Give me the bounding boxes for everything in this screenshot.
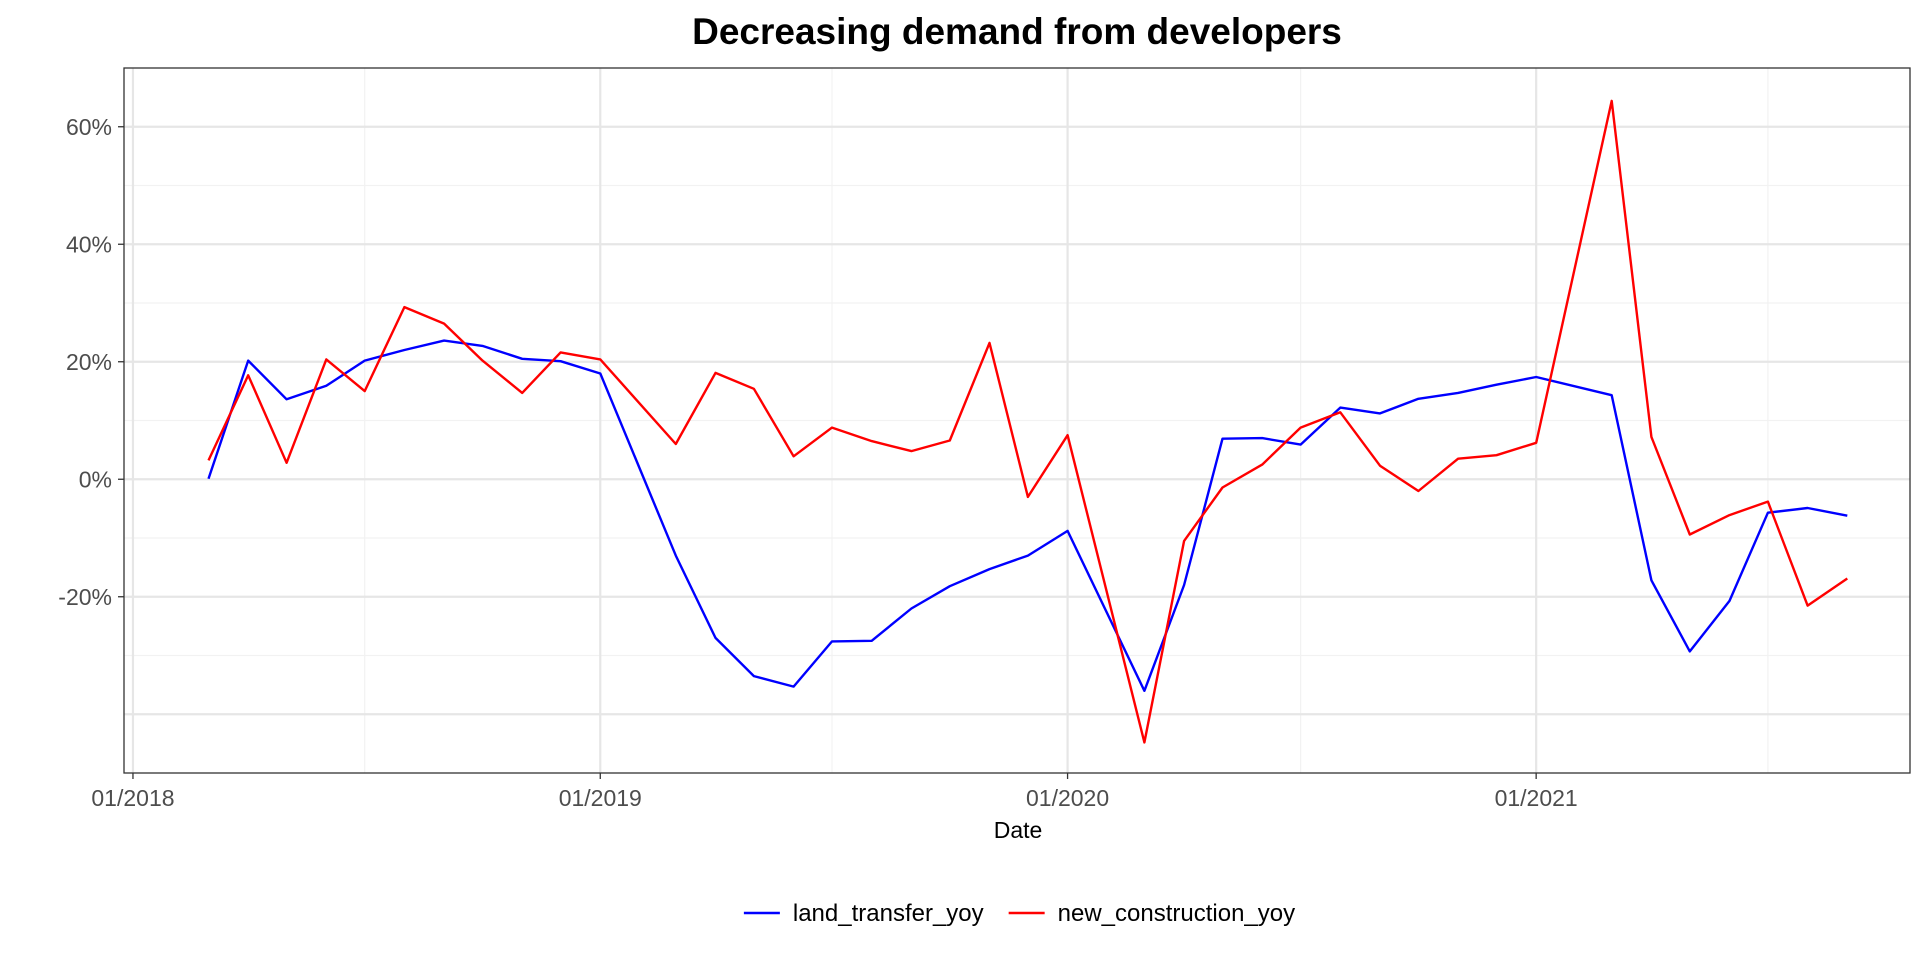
- x-axis-title: Date: [994, 817, 1043, 843]
- y-tick-label: 40%: [66, 231, 112, 257]
- series-line-new_construction_yoy: [207, 99, 1848, 744]
- series-line-land_transfer_yoy: [207, 339, 1848, 692]
- x-tick-label: 01/2019: [559, 785, 642, 811]
- y-tick-label: -20%: [58, 584, 112, 610]
- x-tick-label: 01/2020: [1026, 785, 1109, 811]
- chart-title: Decreasing demand from developers: [692, 11, 1342, 52]
- x-tick-label: 01/2021: [1495, 785, 1578, 811]
- x-tick-label: 01/2018: [91, 785, 174, 811]
- y-tick-label: 60%: [66, 114, 112, 140]
- x-axis-ticks: 01/2018 01/2019 01/2020 01/2021: [91, 773, 1578, 811]
- plot-panel-border: [123, 67, 1911, 774]
- legend: land_transfer_yoy new_construction_yoy: [743, 900, 1295, 927]
- minor-gridlines-y: [124, 184, 1910, 657]
- legend-label-new_construction_yoy: new_construction_yoy: [1058, 900, 1295, 927]
- y-tick-label: 0%: [79, 466, 112, 492]
- minor-gridlines-x: [364, 68, 1769, 773]
- legend-label-land_transfer_yoy: land_transfer_yoy: [793, 900, 984, 927]
- y-tick-label: 20%: [66, 349, 112, 375]
- major-gridlines-y: [124, 125, 1910, 716]
- major-gridlines-x: [131, 68, 1538, 773]
- series-layer: [207, 99, 1848, 744]
- y-axis-ticks: 60% 40% 20% 0% -20%: [58, 114, 124, 610]
